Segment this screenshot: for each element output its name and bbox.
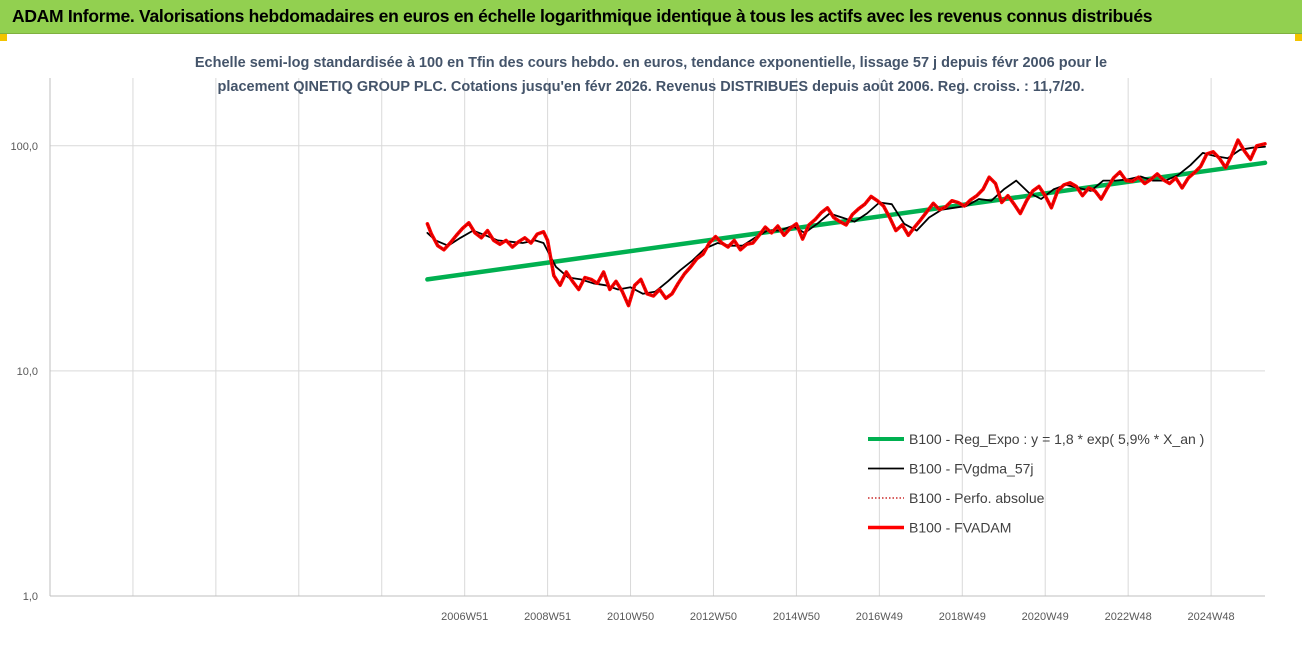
fvadam-line bbox=[425, 138, 1267, 308]
legend-label: B100 - FVADAM bbox=[909, 520, 1011, 536]
page-header: ADAM Informe. Valorisations hebdomadaire… bbox=[0, 0, 1302, 34]
x-tick-label: 2008W51 bbox=[524, 611, 571, 623]
x-tick-label: 2010W50 bbox=[607, 611, 654, 623]
page-title: ADAM Informe. Valorisations hebdomadaire… bbox=[12, 6, 1153, 26]
x-tick-label: 2020W49 bbox=[1022, 611, 1069, 623]
x-tick-label: 2014W50 bbox=[773, 611, 820, 623]
chart-subtitle-line-2: placement QINETIQ GROUP PLC. Cotations j… bbox=[217, 79, 1085, 95]
x-tick-label: 2022W48 bbox=[1105, 611, 1152, 623]
corner-mark-right bbox=[1295, 34, 1302, 41]
x-tick-label: 2018W49 bbox=[939, 611, 986, 623]
absolute-performance-line bbox=[426, 139, 1266, 307]
legend-label: B100 - FVgdma_57j bbox=[909, 461, 1034, 477]
regression-line bbox=[425, 160, 1268, 282]
x-tick-label: 2016W49 bbox=[856, 611, 903, 623]
chart-grid bbox=[50, 78, 1265, 597]
chart-series bbox=[425, 138, 1268, 308]
chart-axes: 1,0 10,0 100,0 2006W51 2008W51 2010W50 2012W50… bbox=[10, 78, 1265, 623]
y-tick-label: 1,0 bbox=[23, 591, 38, 603]
chart-subtitle-line-1: Echelle semi-log standardisée à 100 en T… bbox=[194, 55, 1108, 71]
chart-legend: B100 - Reg_Expo : y = 1,8 * exp( 5,9% * … bbox=[868, 431, 1204, 536]
y-tick-label: 10,0 bbox=[17, 366, 38, 378]
legend-label: B100 - Reg_Expo : y = 1,8 * exp( 5,9% * … bbox=[909, 431, 1204, 447]
x-tick-label: 2024W48 bbox=[1188, 611, 1235, 623]
x-tick-label: 2006W51 bbox=[441, 611, 488, 623]
x-tick-label: 2012W50 bbox=[690, 611, 737, 623]
legend-label: B100 - Perfo. absolue bbox=[909, 490, 1045, 506]
corner-mark-left bbox=[0, 34, 7, 41]
y-tick-label: 100,0 bbox=[10, 141, 38, 153]
